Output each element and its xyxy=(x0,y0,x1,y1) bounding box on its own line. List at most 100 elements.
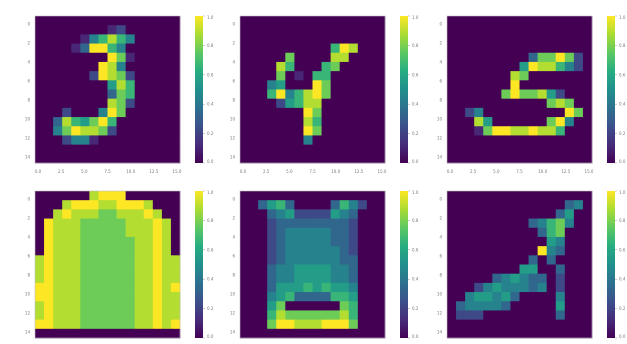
heatmap-cell xyxy=(573,273,584,284)
heatmap-cell xyxy=(285,144,295,155)
heatmap-cell xyxy=(53,191,63,201)
heatmap-cell xyxy=(80,310,90,321)
heatmap-cell xyxy=(303,144,313,155)
heatmap-cell xyxy=(375,117,386,127)
heatmap-cell xyxy=(285,153,295,164)
heatmap-cell xyxy=(456,264,466,275)
heatmap-cell xyxy=(348,200,359,210)
heatmap-cell xyxy=(161,236,172,247)
heatmap-cell xyxy=(35,98,45,109)
heatmap-cell xyxy=(321,16,332,26)
heatmap-cell xyxy=(519,227,529,238)
heatmap-cell xyxy=(161,135,172,146)
heatmap-cell xyxy=(53,107,63,118)
heatmap-cell xyxy=(447,218,457,229)
heatmap-cell xyxy=(483,282,493,293)
heatmap-cell xyxy=(483,126,493,136)
heatmap-cell xyxy=(71,144,81,155)
heatmap-cell xyxy=(276,246,286,256)
heatmap-cell xyxy=(348,98,359,109)
heatmap-cell xyxy=(555,191,566,201)
heatmap-cell xyxy=(107,209,117,219)
heatmap-cell xyxy=(152,52,163,63)
heatmap-cell xyxy=(170,89,181,100)
heatmap-cell xyxy=(98,16,108,26)
heatmap-cell xyxy=(582,328,593,339)
heatmap-cell xyxy=(267,34,277,44)
heatmap-cell xyxy=(249,34,259,44)
heatmap-cell xyxy=(564,255,575,265)
heatmap-cell xyxy=(98,144,108,155)
x-tick-label: 7.5 xyxy=(516,169,523,174)
heatmap-cell xyxy=(573,301,584,311)
heatmap-cell xyxy=(89,301,99,311)
heatmap-cell xyxy=(447,292,457,302)
heatmap-cell xyxy=(519,310,529,321)
heatmap-cell xyxy=(447,273,457,284)
heatmap-cell xyxy=(510,236,520,247)
heatmap-cell xyxy=(152,61,163,72)
heatmap-cell xyxy=(89,144,99,155)
heatmap-cell xyxy=(303,117,313,127)
heatmap-cell xyxy=(62,61,72,72)
heatmap-cell xyxy=(573,16,584,26)
heatmap-cell xyxy=(483,328,493,339)
heatmap-cell xyxy=(339,319,350,330)
y-tick-label: 6 xyxy=(232,79,235,84)
heatmap-cell xyxy=(492,135,502,146)
heatmap-cell xyxy=(501,80,511,90)
heatmap-cell xyxy=(276,89,286,100)
heatmap-cell xyxy=(312,209,322,219)
heatmap-cell xyxy=(249,98,259,109)
heatmap-cell xyxy=(98,246,108,256)
heatmap-cell xyxy=(62,273,72,284)
heatmap-cell xyxy=(143,144,154,155)
heatmap-cell xyxy=(528,328,539,339)
heatmap-cell xyxy=(501,25,511,35)
heatmap-cell xyxy=(89,98,99,109)
heatmap-cell xyxy=(53,80,63,90)
heatmap-cell xyxy=(582,236,593,247)
heatmap-cell xyxy=(528,71,539,81)
heatmap-cell xyxy=(294,25,304,35)
y-tick-label: 10 xyxy=(25,117,31,122)
heatmap-cell xyxy=(537,135,548,146)
heatmap-cell xyxy=(357,89,368,100)
heatmap-cell xyxy=(546,292,557,302)
heatmap-cell xyxy=(240,126,250,136)
heatmap-cell xyxy=(546,153,557,164)
heatmap-cell xyxy=(240,328,250,339)
heatmap-cell xyxy=(107,126,117,136)
heatmap-cell xyxy=(170,246,181,256)
heatmap-cell xyxy=(249,292,259,302)
heatmap-cell xyxy=(240,209,250,219)
heatmap-cell xyxy=(80,209,90,219)
colorbar-tick-label: 0.8 xyxy=(412,43,419,48)
heatmap-cell xyxy=(483,117,493,127)
heatmap-cell xyxy=(330,301,341,311)
heatmap-cell xyxy=(465,301,475,311)
heatmap-cell xyxy=(258,25,268,35)
heatmap-cell xyxy=(152,209,163,219)
heatmap-cell xyxy=(474,16,484,26)
heatmap-cell xyxy=(528,282,539,293)
heatmap-cell xyxy=(537,301,548,311)
heatmap-cell xyxy=(537,16,548,26)
heatmap-cell xyxy=(537,52,548,63)
heatmap-cell xyxy=(116,246,127,256)
heatmap-cell xyxy=(71,34,81,44)
heatmap-cell xyxy=(510,61,520,72)
heatmap-cell xyxy=(98,80,108,90)
heatmap-cell xyxy=(116,255,127,265)
heatmap-cell xyxy=(285,236,295,247)
heatmap-cell xyxy=(492,273,502,284)
heatmap-cell xyxy=(170,282,181,293)
heatmap-cell xyxy=(312,246,322,256)
heatmap-cell xyxy=(170,264,181,275)
heatmap-cell xyxy=(528,98,539,109)
heatmap-cell xyxy=(366,191,377,201)
heatmap-cell xyxy=(161,144,172,155)
heatmap-cell xyxy=(348,282,359,293)
colorbar-tick-label: 0.2 xyxy=(207,306,214,311)
